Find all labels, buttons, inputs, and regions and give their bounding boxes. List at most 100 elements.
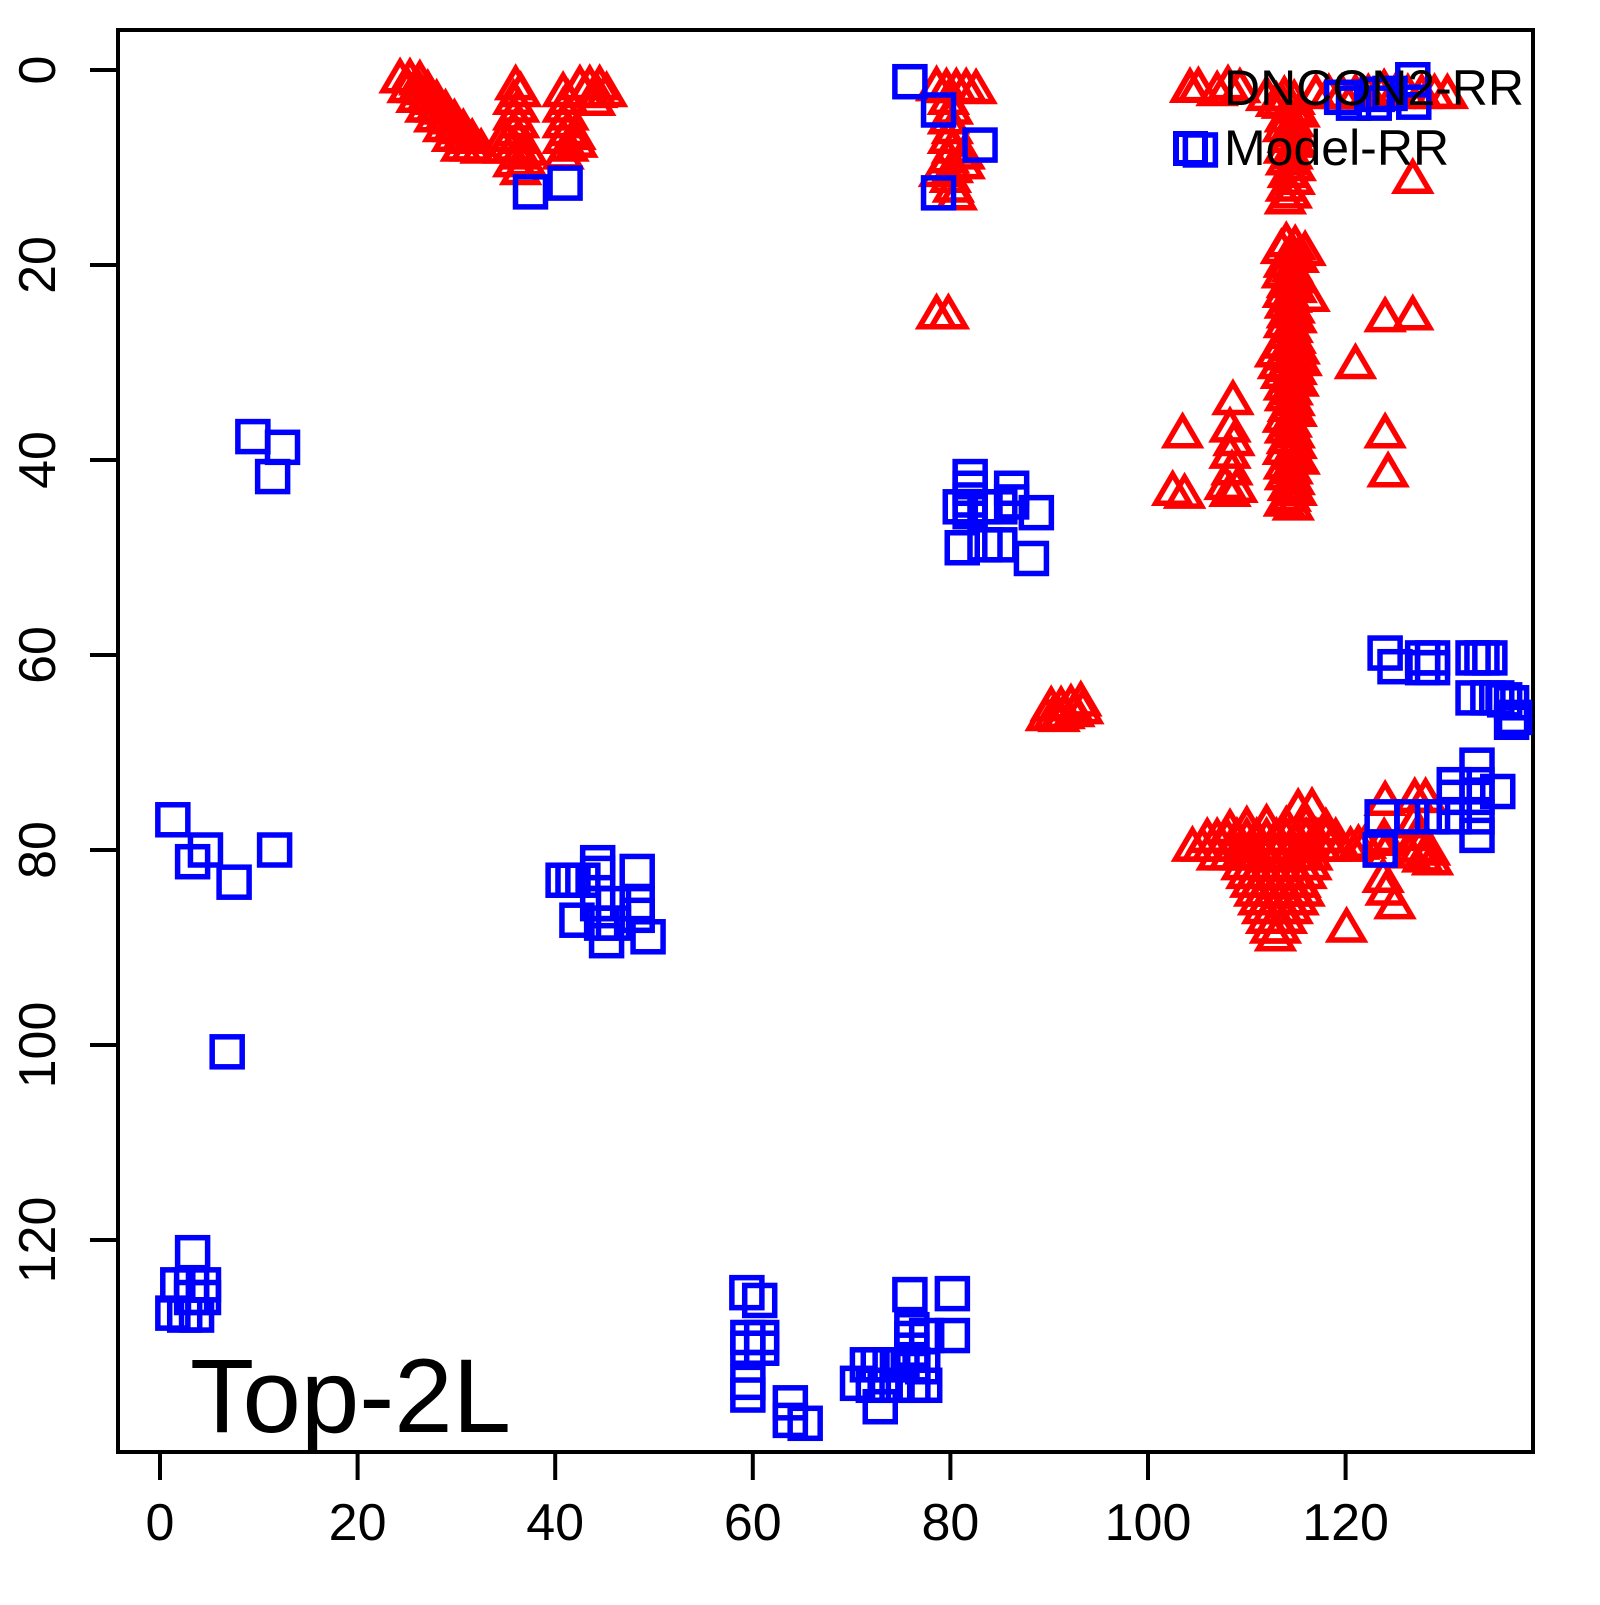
- data-point-triangle: [1363, 778, 1407, 817]
- y-tick-label: 100: [9, 1002, 67, 1089]
- data-point-triangle: [942, 132, 987, 170]
- data-point-square: [934, 1275, 971, 1312]
- data-point-square: [187, 832, 224, 868]
- legend-label-model: Model-RR: [1224, 120, 1449, 176]
- data-point-triangle: [1271, 483, 1316, 521]
- series-model-rr: [155, 62, 1533, 1442]
- data-point-square: [892, 1276, 928, 1313]
- data-point-square: [1395, 62, 1431, 98]
- y-tick-label: 80: [9, 821, 67, 879]
- y-tick-label: 60: [9, 626, 67, 684]
- data-point-triangle: [1272, 157, 1317, 195]
- data-point-triangle: [1363, 295, 1407, 333]
- data-point-square: [216, 864, 252, 900]
- data-point-triangle: [1304, 806, 1348, 844]
- data-point-square: [178, 1297, 215, 1333]
- data-point-square: [174, 1234, 211, 1271]
- data-point-square: [1436, 799, 1473, 835]
- data-point-triangle: [1244, 802, 1289, 840]
- data-point-triangle: [1211, 378, 1255, 416]
- data-point-square: [982, 489, 1018, 525]
- data-point-square: [1414, 649, 1451, 686]
- y-tick-label: 120: [9, 1197, 67, 1284]
- data-point-triangle: [1263, 177, 1308, 215]
- data-point-triangle: [1160, 411, 1205, 449]
- data-point-triangle: [482, 114, 526, 153]
- data-point-triangle: [1203, 462, 1247, 501]
- x-tick-label: 60: [724, 1494, 782, 1552]
- data-point-triangle: [1218, 66, 1262, 104]
- data-point-triangle: [917, 149, 962, 188]
- x-tick-label: 80: [921, 1494, 979, 1552]
- data-point-square: [1459, 817, 1495, 854]
- data-point-square: [743, 1330, 780, 1366]
- data-point-triangle: [1262, 479, 1307, 517]
- data-point-triangle: [1208, 431, 1252, 469]
- y-tick-label: 20: [9, 236, 67, 294]
- data-point-triangle: [1215, 465, 1259, 504]
- data-point-triangle: [1195, 69, 1239, 107]
- data-point-triangle: [1060, 687, 1105, 725]
- data-point-square: [547, 165, 583, 201]
- data-point-square: [155, 802, 191, 838]
- data-point-square: [892, 63, 928, 100]
- legend-item-model: Model-RR: [1173, 120, 1449, 176]
- plot-title: Top-2L: [190, 1338, 511, 1455]
- data-point-square: [1396, 84, 1432, 120]
- data-point-square: [904, 1349, 941, 1385]
- data-point-square: [1480, 773, 1516, 810]
- x-tick-label: 120: [1302, 1494, 1389, 1552]
- y-axis: 0 20 40 60 80 100 120: [9, 56, 118, 1284]
- legend: DNCON2-RR Model-RR: [1168, 60, 1524, 176]
- data-point-triangle: [1391, 801, 1436, 839]
- data-point-triangle: [934, 173, 979, 211]
- triangle-legend-icon: [1168, 65, 1212, 103]
- data-point-square: [1459, 779, 1495, 816]
- data-point-triangle: [1363, 411, 1407, 449]
- data-point-square: [787, 1405, 823, 1442]
- data-point-square: [264, 429, 301, 466]
- data-point-square: [993, 484, 1030, 520]
- data-point-triangle: [954, 67, 998, 105]
- data-point-square: [920, 175, 957, 211]
- data-point-square: [545, 862, 581, 898]
- data-point-triangle: [1037, 694, 1081, 733]
- data-point-square: [1472, 640, 1508, 676]
- data-point-square: [1493, 704, 1530, 741]
- data-point-triangle: [482, 126, 526, 164]
- data-point-square: [944, 530, 981, 566]
- data-point-triangle: [555, 120, 599, 158]
- data-point-square: [920, 92, 957, 128]
- data-point-triangle: [1287, 274, 1331, 312]
- data-point-square: [512, 174, 549, 210]
- data-point-square: [1018, 494, 1055, 531]
- data-point-triangle: [1290, 785, 1334, 823]
- data-point-square: [235, 418, 271, 455]
- data-point-triangle: [1373, 882, 1417, 920]
- data-point-square: [730, 1377, 766, 1413]
- data-point-square: [256, 832, 293, 868]
- y-tick-label: 0: [9, 56, 67, 85]
- data-point-triangle: [1425, 71, 1470, 110]
- data-point-triangle: [1361, 855, 1405, 894]
- data-point-square: [1394, 799, 1430, 835]
- data-point-square: [619, 853, 655, 890]
- x-axis: 0 20 40 60 80 100 120: [146, 1452, 1389, 1552]
- data-point-square: [1464, 640, 1500, 676]
- data-point-square: [1496, 699, 1533, 736]
- data-point-triangle: [1324, 905, 1369, 943]
- data-point-square: [209, 1034, 245, 1070]
- data-point-square: [942, 489, 979, 525]
- data-point-triangle: [572, 78, 617, 116]
- x-tick-label: 40: [526, 1494, 584, 1552]
- data-point-triangle: [1390, 156, 1435, 194]
- data-point-triangle: [1162, 471, 1207, 509]
- data-point-square: [630, 919, 666, 955]
- data-point-triangle: [1150, 468, 1195, 506]
- plot-border-box: [116, 28, 1535, 1454]
- legend-item-dncon2: DNCON2-RR: [1168, 60, 1524, 116]
- y-tick-label: 40: [9, 431, 67, 489]
- square-legend-icon: [1173, 131, 1208, 166]
